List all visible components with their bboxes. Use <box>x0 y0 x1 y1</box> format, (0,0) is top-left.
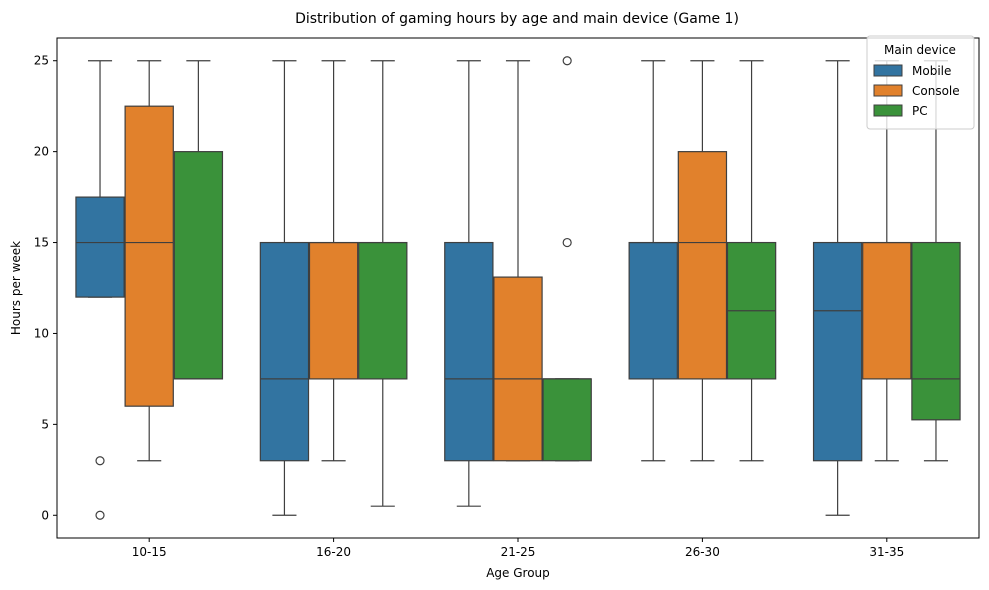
legend-swatch-pc <box>873 104 903 117</box>
box-body <box>628 241 678 380</box>
legend-swatch-console <box>873 84 903 97</box>
box-body <box>173 151 224 380</box>
box-body <box>124 105 174 407</box>
outlier-point <box>95 456 105 466</box>
box-pc-26-30 <box>726 60 777 462</box>
y-axis-label: Hours per week <box>9 241 23 335</box>
box-mobile-10-15 <box>75 60 125 520</box>
y-tick-label: 25 <box>34 54 49 68</box>
box-body <box>911 241 961 421</box>
x-tick-label: 10-15 <box>132 545 167 559</box>
plot-marks <box>75 56 961 520</box>
box-body <box>812 241 863 462</box>
outlier-point <box>95 510 105 520</box>
legend-label-console: Console <box>912 84 960 98</box>
x-axis: 10-15 16-20 21-25 26-30 31-35 <box>132 538 904 559</box>
y-tick-label: 20 <box>34 145 49 159</box>
legend-label-pc: PC <box>912 104 928 118</box>
box-console-10-15 <box>124 60 174 462</box>
legend-label-mobile: Mobile <box>912 64 951 78</box>
legend-title: Main device <box>884 43 956 57</box>
box-pc-21-25 <box>542 56 592 462</box>
box-body <box>493 276 543 462</box>
x-tick-label: 31-35 <box>869 545 904 559</box>
y-tick-label: 15 <box>34 236 49 250</box>
x-axis-label: Age Group <box>486 566 550 580</box>
legend: Main device Mobile Console PC <box>866 35 975 130</box>
box-body <box>542 378 592 462</box>
y-tick-label: 5 <box>41 417 49 431</box>
box-console-16-20 <box>308 60 359 462</box>
box-pc-10-15 <box>173 60 224 380</box>
x-tick-label: 21-25 <box>501 545 536 559</box>
box-body <box>308 241 359 380</box>
box-body <box>358 241 408 380</box>
outlier-point <box>562 237 572 248</box>
y-tick-label: 0 <box>41 508 49 522</box>
box-body <box>677 151 728 380</box>
legend-swatch-mobile <box>873 64 903 77</box>
box-pc-31-35 <box>911 60 961 462</box>
box-body <box>259 241 310 462</box>
outlier-point <box>562 56 572 66</box>
box-console-21-25 <box>493 60 543 462</box>
box-mobile-16-20 <box>259 60 310 516</box>
y-axis: 0 5 10 15 20 25 <box>34 54 57 522</box>
box-body <box>862 241 912 380</box>
box-mobile-31-35 <box>812 60 863 516</box>
chart-title: Distribution of gaming hours by age and … <box>295 11 739 27</box>
box-mobile-26-30 <box>628 60 678 462</box>
box-console-31-35 <box>862 60 912 462</box>
y-tick-label: 10 <box>34 326 49 340</box>
box-body <box>444 241 494 462</box>
x-tick-label: 16-20 <box>316 545 351 559</box>
x-tick-label: 26-30 <box>685 545 720 559</box>
box-pc-16-20 <box>358 60 408 507</box>
box-body <box>75 196 125 298</box>
box-mobile-21-25 <box>444 60 494 507</box>
box-console-26-30 <box>677 60 728 462</box>
